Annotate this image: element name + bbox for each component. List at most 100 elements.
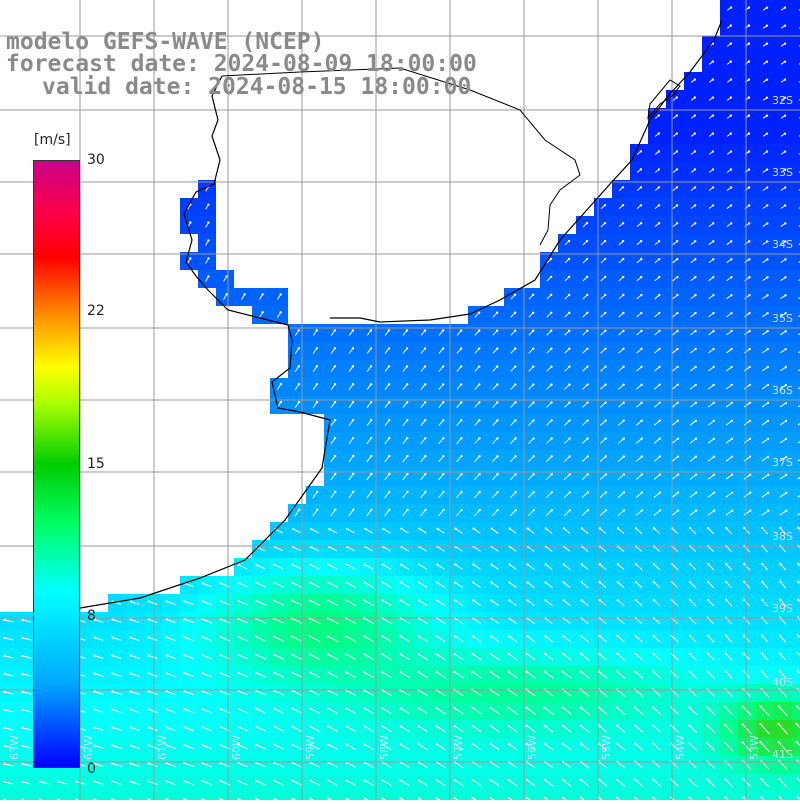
wind-arrow-head xyxy=(688,652,690,654)
wind-arrow-head xyxy=(766,114,768,116)
wind-arrow-head xyxy=(712,204,714,206)
wind-arrow-head xyxy=(388,437,390,439)
wind-arrow-head xyxy=(743,599,745,601)
wind-arrow-head xyxy=(478,329,480,331)
wind-speed-cell xyxy=(360,792,378,800)
wind-arrow-head xyxy=(641,491,643,493)
wind-arrow-head xyxy=(688,724,690,726)
wind-arrow-head xyxy=(334,473,336,475)
wind-arrow-head xyxy=(460,365,462,367)
wind-arrow-head xyxy=(659,420,661,422)
wind-arrow-head xyxy=(635,527,637,529)
wind-arrow-head xyxy=(634,706,636,708)
wind-arrow-head xyxy=(725,635,727,637)
wind-arrow-head xyxy=(436,528,438,530)
wind-arrow-head xyxy=(779,527,781,529)
wind-arrow-head xyxy=(147,636,149,638)
wind-arrow-head xyxy=(676,132,678,134)
wind-arrow-head xyxy=(165,780,167,782)
wind-arrow-head xyxy=(658,114,660,116)
wind-arrow-head xyxy=(677,420,679,422)
wind-arrow-head xyxy=(532,455,534,457)
wind-arrow-head xyxy=(381,797,383,799)
wind-arrow-head xyxy=(759,723,761,725)
wind-arrow-head xyxy=(514,491,516,493)
wind-arrow-head xyxy=(543,670,545,672)
wind-arrow-head xyxy=(207,203,209,205)
wind-arrow-head xyxy=(237,582,239,584)
wind-arrow-head xyxy=(622,401,624,403)
wind-arrow-head xyxy=(796,705,798,707)
wind-speed-cell xyxy=(414,792,432,800)
wind-arrow-head xyxy=(622,366,624,368)
wind-arrow-head xyxy=(785,402,787,404)
wind-arrow-head xyxy=(298,508,300,510)
wind-arrow-head xyxy=(388,329,390,331)
wind-arrow-head xyxy=(694,366,696,368)
wind-arrow-head xyxy=(3,727,5,729)
wind-arrow-head xyxy=(280,383,282,385)
wind-arrow-head xyxy=(617,581,619,583)
latitude-label: 39S xyxy=(772,602,793,615)
wind-arrow-head xyxy=(659,455,661,457)
wind-arrow-head xyxy=(399,599,401,601)
wind-arrow-head xyxy=(550,348,552,350)
wind-arrow-head xyxy=(586,222,588,224)
wind-arrow-head xyxy=(766,258,768,260)
wind-arrow-head xyxy=(526,581,528,583)
wind-arrow-head xyxy=(748,312,750,314)
wind-arrow-head xyxy=(785,348,787,350)
wind-arrow-head xyxy=(147,780,149,782)
wind-speed-cell xyxy=(468,792,486,800)
wind-arrow-head xyxy=(489,671,491,673)
wind-arrow-head xyxy=(406,473,408,475)
wind-arrow-head xyxy=(695,420,697,422)
wind-arrow-head xyxy=(707,635,709,637)
wind-arrow-head xyxy=(748,330,750,332)
wind-speed-cell xyxy=(612,792,630,800)
wind-arrow-head xyxy=(731,402,733,404)
wind-speed-cell xyxy=(756,792,774,800)
wind-arrow-head xyxy=(653,527,655,529)
wind-arrow-head xyxy=(550,312,552,314)
wind-arrow-head xyxy=(658,204,660,206)
wind-arrow-head xyxy=(207,221,209,223)
wind-speed-cell xyxy=(792,0,800,18)
wind-arrow-head xyxy=(713,420,715,422)
wind-arrow-head xyxy=(707,563,709,565)
wind-arrow-head xyxy=(676,204,678,206)
wind-arrow-head xyxy=(442,437,444,439)
wind-arrow-head xyxy=(532,294,534,296)
wind-arrow-head xyxy=(742,705,744,707)
wind-speed-cell xyxy=(738,792,756,800)
wind-arrow-head xyxy=(370,365,372,367)
wind-arrow-head xyxy=(797,599,799,601)
wind-arrow-head xyxy=(766,60,768,62)
wind-arrow-head xyxy=(742,778,744,780)
wind-arrow-head xyxy=(291,726,293,728)
wind-arrow-head xyxy=(748,258,750,260)
wind-arrow-head xyxy=(261,293,263,295)
wind-speed-cell xyxy=(792,108,800,126)
wind-speed-cell xyxy=(594,792,612,800)
wind-arrow-head xyxy=(569,473,571,475)
wind-arrow-head xyxy=(544,725,546,727)
wind-arrow-head xyxy=(514,365,516,367)
wind-arrow-head xyxy=(442,419,444,421)
wind-arrow-head xyxy=(707,527,709,529)
wind-arrow-head xyxy=(730,150,732,152)
wind-arrow-head xyxy=(659,437,661,439)
wind-arrow-head xyxy=(568,330,570,332)
wind-arrow-head xyxy=(543,706,545,708)
wind-arrow-head xyxy=(623,437,625,439)
wind-arrow-head xyxy=(21,763,23,765)
wind-arrow-head xyxy=(784,222,786,224)
wind-arrow-head xyxy=(784,24,786,26)
wind-arrow-head xyxy=(725,563,727,565)
wind-arrow-head xyxy=(616,706,618,708)
wind-arrow-head xyxy=(291,780,293,782)
wind-arrow-head xyxy=(352,419,354,421)
wind-arrow-head xyxy=(291,708,293,710)
wind-arrow-head xyxy=(599,527,601,529)
wind-speed-cell xyxy=(486,792,504,800)
